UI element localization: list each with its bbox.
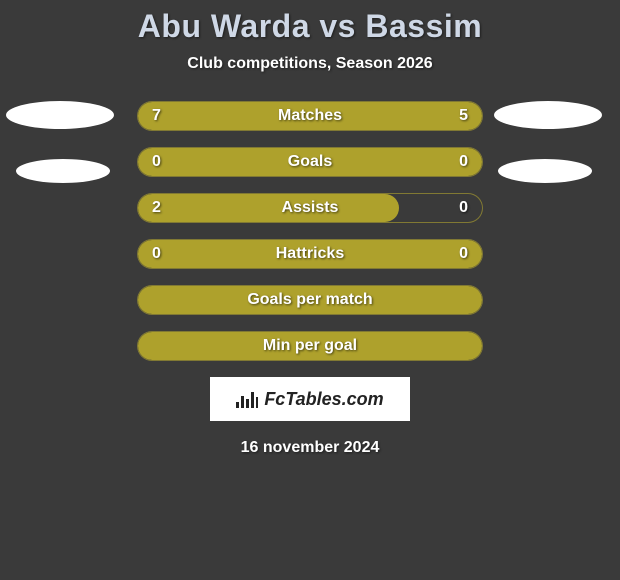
bar-row: Goals per match: [137, 285, 483, 315]
bar-fill-left: [138, 194, 399, 222]
bars-list: 75Matches00Goals20Assists00HattricksGoal…: [137, 101, 483, 361]
bar-value-left: 0: [152, 148, 161, 176]
bar-row: 00Hattricks: [137, 239, 483, 269]
watermark-badge: FcTables.com: [210, 377, 410, 421]
ellipse-decoration: [498, 159, 592, 183]
left-ellipses: [6, 101, 126, 183]
bar-value-left: 2: [152, 194, 161, 222]
watermark-text: FcTables.com: [264, 389, 383, 410]
date-label: 16 november 2024: [241, 439, 380, 457]
bar-fill: [138, 286, 482, 314]
chart-icon: [236, 390, 258, 408]
ellipse-decoration: [494, 101, 602, 129]
bar-value-right: 0: [459, 148, 468, 176]
page-title: Abu Warda vs Bassim: [138, 8, 482, 45]
ellipse-decoration: [6, 101, 114, 129]
bar-fill: [138, 148, 482, 176]
bar-fill: [138, 240, 482, 268]
right-ellipses: [494, 101, 614, 183]
bar-row: 75Matches: [137, 101, 483, 131]
bar-value-left: 0: [152, 240, 161, 268]
bar-value-left: 7: [152, 102, 161, 130]
bar-value-right: 0: [459, 240, 468, 268]
bar-value-right: 0: [459, 194, 468, 222]
bar-value-right: 5: [459, 102, 468, 130]
bar-fill: [138, 332, 482, 360]
bar-row: 20Assists: [137, 193, 483, 223]
ellipse-decoration: [16, 159, 110, 183]
bar-row: Min per goal: [137, 331, 483, 361]
comparison-chart: Abu Warda vs Bassim Club competitions, S…: [0, 0, 620, 457]
bar-fill-left: [138, 102, 338, 130]
bars-area: 75Matches00Goals20Assists00HattricksGoal…: [0, 101, 620, 361]
subtitle: Club competitions, Season 2026: [187, 55, 432, 73]
bar-row: 00Goals: [137, 147, 483, 177]
